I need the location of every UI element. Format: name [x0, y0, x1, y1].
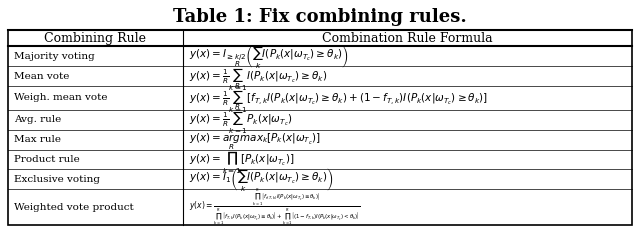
Text: Product rule: Product rule	[14, 155, 80, 164]
Text: $y(x) = \frac{1}{R}\sum_{k=1}^{R} I\left(P_k\left(x|\omega_{T_c}\right) \geq \th: $y(x) = \frac{1}{R}\sum_{k=1}^{R} I\left…	[189, 60, 327, 93]
Text: Mean vote: Mean vote	[14, 72, 70, 81]
Text: Majority voting: Majority voting	[14, 52, 95, 61]
Bar	[8, 30, 632, 225]
Text: Weigh. mean vote: Weigh. mean vote	[14, 93, 108, 103]
Text: Table 1: Fix combining rules.: Table 1: Fix combining rules.	[173, 8, 467, 26]
Text: $y(x) = \frac{\prod_{k=1}^{R}\left[f_{r(T,k)} I(P_k(x|\omega_{T_c}) \geq \theta_: $y(x) = \frac{\prod_{k=1}^{R}\left[f_{r(…	[189, 187, 360, 227]
Text: Exclusive voting: Exclusive voting	[14, 175, 100, 184]
Text: $y(x) = I_1\left(\sum_k I\left(P_k\left(x|\omega_{T_c}\right) \geq \theta_k\righ: $y(x) = I_1\left(\sum_k I\left(P_k\left(…	[189, 166, 333, 193]
Text: $y(x) = I_{\geq k/2}\left(\sum_k I\left(P_k\left(x|\omega_{T_c}\right) \geq \the: $y(x) = I_{\geq k/2}\left(\sum_k I\left(…	[189, 43, 349, 70]
Text: Max rule: Max rule	[14, 135, 61, 144]
Text: $y(x) = \frac{1}{R}\sum_{k=1}^{R} P_k\left(x|\omega_{T_c}\right)$: $y(x) = \frac{1}{R}\sum_{k=1}^{R} P_k\le…	[189, 103, 292, 136]
Text: $y(x) = \frac{1}{R}\sum_{k=1}^{R}\left[f_{T,k} I\left(P_k\left(x|\omega_{T_c}\ri: $y(x) = \frac{1}{R}\sum_{k=1}^{R}\left[f…	[189, 82, 488, 115]
Text: Combining Rule: Combining Rule	[44, 31, 146, 45]
Text: $y(x) = \prod_{k=1}^{R}\left[P_k\left(x|\omega_{T_c}\right)\right]$: $y(x) = \prod_{k=1}^{R}\left[P_k\left(x|…	[189, 143, 294, 176]
Text: Weighted vote product: Weighted vote product	[14, 202, 134, 212]
Text: $y(x) = argmax_k\left[P_k\left(x|\omega_{T_c}\right)\right]$: $y(x) = argmax_k\left[P_k\left(x|\omega_…	[189, 132, 321, 147]
Text: Combination Rule Formula: Combination Rule Formula	[322, 31, 493, 45]
Text: Avg. rule: Avg. rule	[14, 115, 61, 124]
